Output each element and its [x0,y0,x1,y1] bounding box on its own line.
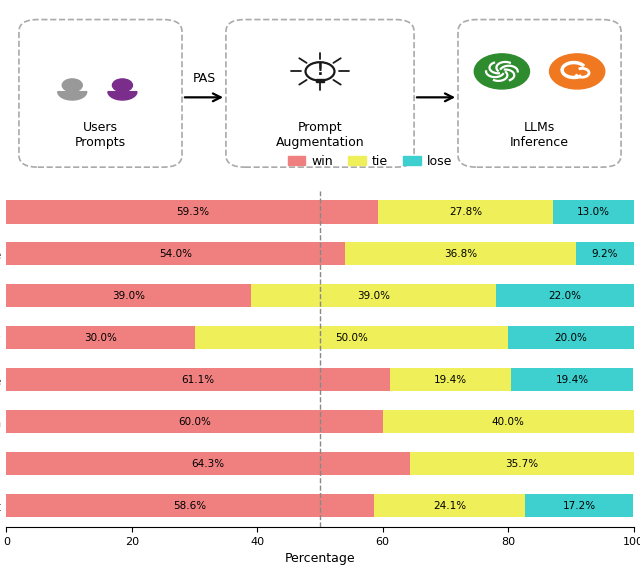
FancyBboxPatch shape [458,20,621,167]
Text: PAS: PAS [193,72,216,85]
Bar [390,368,511,391]
Text: 39.0%: 39.0% [357,291,390,301]
Polygon shape [108,91,137,100]
Bar [378,200,553,223]
Bar [6,452,410,475]
Text: 39.0%: 39.0% [112,291,145,301]
Text: 22.0%: 22.0% [548,291,581,301]
Bar [251,284,495,307]
Circle shape [550,54,605,89]
Text: 54.0%: 54.0% [159,249,192,259]
FancyBboxPatch shape [226,20,414,167]
Text: 19.4%: 19.4% [434,375,467,385]
Text: 50.0%: 50.0% [335,333,368,343]
Text: 60.0%: 60.0% [178,417,211,427]
Bar [6,411,383,434]
Circle shape [62,79,83,91]
Text: 59.3%: 59.3% [176,207,209,217]
Bar [6,284,251,307]
Bar [6,243,345,266]
Text: Users
Prompts: Users Prompts [75,121,126,149]
Text: 40.0%: 40.0% [492,417,525,427]
Text: !: ! [317,63,323,78]
Bar [6,200,378,223]
Bar [383,411,634,434]
Bar [495,284,634,307]
Text: 20.0%: 20.0% [554,333,588,343]
Bar [553,200,634,223]
Bar [410,452,634,475]
Text: 19.4%: 19.4% [556,375,589,385]
Legend: win, tie, lose: win, tie, lose [283,150,458,173]
Circle shape [474,54,529,89]
FancyBboxPatch shape [19,20,182,167]
Bar [195,327,508,350]
Text: 58.6%: 58.6% [173,501,207,511]
Bar [511,368,633,391]
Circle shape [305,62,335,80]
Text: Prompt
Augmentation: Prompt Augmentation [276,121,364,149]
Bar [576,243,634,266]
Circle shape [113,79,132,91]
Text: 64.3%: 64.3% [191,459,225,469]
Bar [6,368,390,391]
Text: 36.8%: 36.8% [444,249,477,259]
X-axis label: Percentage: Percentage [285,552,355,565]
Bar [6,494,374,518]
Text: 17.2%: 17.2% [563,501,596,511]
Text: 24.1%: 24.1% [433,501,466,511]
Text: 61.1%: 61.1% [182,375,214,385]
Polygon shape [58,91,87,100]
Text: 9.2%: 9.2% [591,249,618,259]
Text: 27.8%: 27.8% [449,207,482,217]
Bar [525,494,633,518]
Bar [345,243,576,266]
Bar [508,327,634,350]
Text: 35.7%: 35.7% [505,459,538,469]
Text: 30.0%: 30.0% [84,333,117,343]
Text: LLMs
Inference: LLMs Inference [510,121,569,149]
Bar [6,327,195,350]
Text: 13.0%: 13.0% [577,207,610,217]
Bar [374,494,525,518]
Bar [316,79,324,82]
